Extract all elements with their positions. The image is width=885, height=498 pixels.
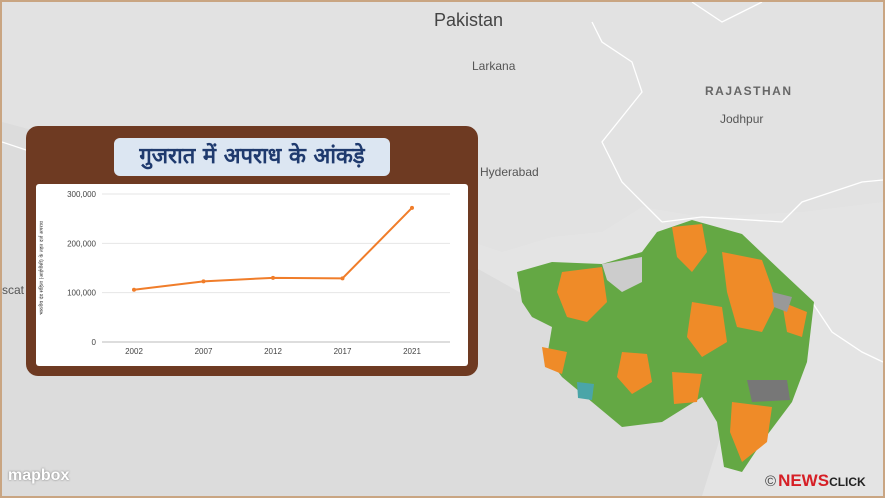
place-label-karachi-partial: scat (2, 283, 25, 297)
place-label-hyderabad: Hyderabad (480, 165, 539, 179)
copyright-symbol: © (765, 473, 777, 490)
y-tick-label: 100,000 (67, 289, 96, 298)
x-tick-label: 2007 (195, 347, 213, 356)
newsclick-logo: © NEWSCLICK (765, 471, 866, 491)
data-point (132, 287, 136, 292)
place-label-pakistan: Pakistan (434, 10, 504, 30)
x-tick-label: 2012 (264, 347, 282, 356)
y-tick-label: 300,000 (67, 190, 96, 199)
data-point (271, 275, 275, 280)
gujarat-region[interactable] (517, 220, 814, 472)
logo-click: CLICK (829, 475, 866, 489)
place-label-jodhpur: Jodhpur (720, 112, 764, 126)
line-chart: 0 100,000 200,000 300,000 2002 2007 2012 2017 20… (38, 190, 450, 356)
chart-container: 0 100,000 200,000 300,000 2002 2007 2012 2017 20… (36, 184, 468, 366)
logo-news: NEWS (778, 471, 830, 490)
chart-panel: गुजरात में अपराध के आंकड़े 0 100,000 200,0… (26, 126, 478, 376)
data-point (410, 205, 414, 210)
y-tick-label: 200,000 (67, 239, 96, 248)
mapbox-attribution[interactable]: mapbox (8, 467, 70, 484)
chart-panel-title: गुजरात में अपराध के आंकड़े (114, 138, 390, 176)
y-tick-label: 0 (92, 338, 97, 347)
place-label-larkana: Larkana (472, 59, 516, 73)
x-tick-label: 2017 (334, 347, 352, 356)
place-label-rajasthan: RAJASTHAN (705, 84, 793, 98)
x-tick-label: 2021 (403, 347, 421, 356)
x-tick-label: 2002 (125, 347, 143, 356)
y-axis-label: भारतीय दंड संहिता (आईपीसी) के तहत दर्ज अ… (38, 220, 45, 315)
data-point (340, 276, 345, 281)
data-point (201, 279, 206, 284)
